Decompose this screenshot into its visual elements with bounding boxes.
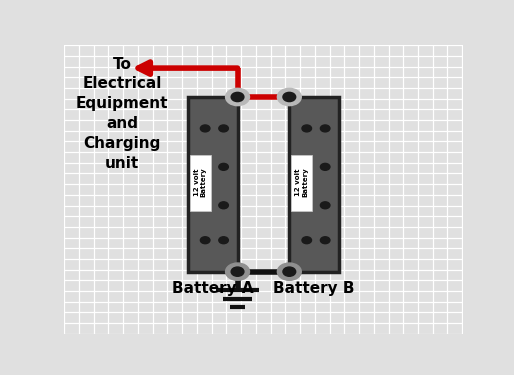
Circle shape	[219, 202, 228, 209]
Circle shape	[219, 237, 228, 244]
Circle shape	[226, 88, 249, 106]
Bar	[190, 154, 211, 210]
Circle shape	[200, 237, 210, 244]
Circle shape	[226, 263, 249, 280]
Circle shape	[278, 263, 301, 280]
Circle shape	[302, 237, 311, 244]
Text: Battery A: Battery A	[172, 282, 253, 297]
Bar	[188, 97, 237, 272]
Circle shape	[200, 164, 210, 170]
Circle shape	[219, 125, 228, 132]
Circle shape	[320, 125, 330, 132]
Circle shape	[302, 202, 311, 209]
Circle shape	[200, 125, 210, 132]
Circle shape	[200, 202, 210, 209]
Circle shape	[283, 267, 296, 276]
Circle shape	[283, 92, 296, 102]
Text: 12 volt
Battery: 12 volt Battery	[295, 168, 308, 198]
Text: To
Electrical
Equipment
and
Charging
unit: To Electrical Equipment and Charging uni…	[76, 57, 168, 171]
Circle shape	[320, 237, 330, 244]
Bar	[291, 154, 312, 210]
Circle shape	[320, 164, 330, 170]
Circle shape	[302, 164, 311, 170]
Circle shape	[320, 202, 330, 209]
Circle shape	[231, 92, 244, 102]
Bar	[289, 97, 339, 272]
Circle shape	[278, 88, 301, 106]
Circle shape	[231, 267, 244, 276]
Circle shape	[302, 125, 311, 132]
Circle shape	[219, 164, 228, 170]
Text: Battery B: Battery B	[273, 282, 355, 297]
Text: 12 volt
Battery: 12 volt Battery	[194, 168, 207, 198]
